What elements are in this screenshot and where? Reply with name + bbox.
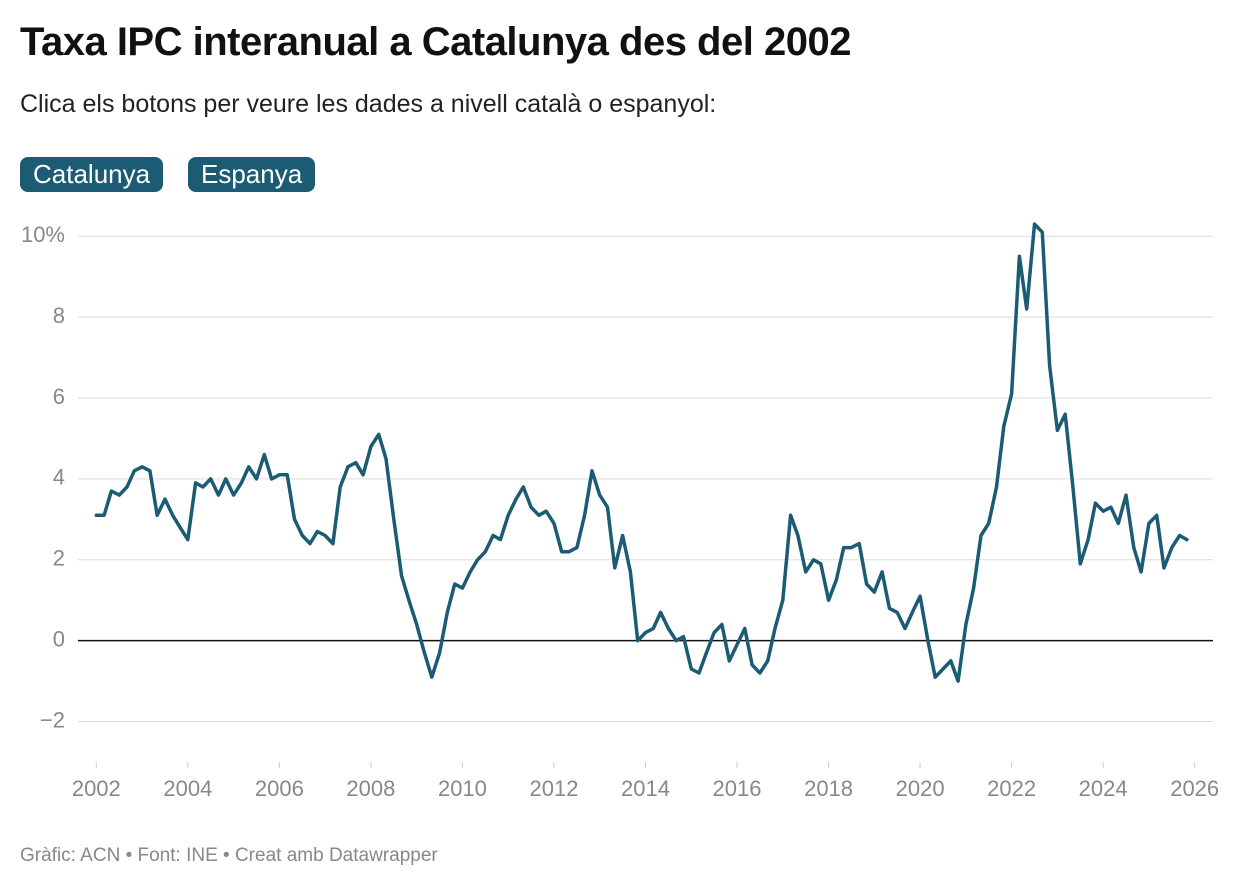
chart-title: Taxa IPC interanual a Catalunya des del … — [20, 20, 851, 64]
x-tick-label: 2012 — [529, 776, 578, 801]
x-tick-label: 2022 — [987, 776, 1036, 801]
y-tick-label: 2 — [53, 546, 65, 571]
region-button[interactable]: Catalunya — [20, 157, 164, 192]
x-tick-label: 2026 — [1170, 776, 1219, 801]
x-tick-label: 2002 — [72, 776, 121, 801]
chart-subtitle: Clica els botons per veure les dades a n… — [20, 90, 717, 118]
y-tick-label: 4 — [53, 465, 65, 490]
data-line — [94, 222, 1189, 683]
y-tick-label: 6 — [53, 384, 65, 409]
source-note: Gràfic: ACN • Font: INE • Creat amb Data… — [20, 845, 438, 866]
x-tick-label: 2010 — [438, 776, 487, 801]
y-tick-label: 8 — [53, 303, 65, 328]
x-tick-label: 2024 — [1079, 776, 1128, 801]
y-tick-label: 10% — [21, 222, 65, 247]
x-tick-label: 2014 — [621, 776, 670, 801]
region-button[interactable]: Espanya — [188, 157, 316, 192]
x-tick-label: 2016 — [713, 776, 762, 801]
y-tick-label: −2 — [40, 707, 65, 732]
x-tick-label: 2020 — [896, 776, 945, 801]
y-tick-label: 0 — [53, 626, 65, 651]
x-tick-label: 2004 — [163, 776, 212, 801]
x-tick-label: 2008 — [346, 776, 395, 801]
x-tick-label: 2018 — [804, 776, 853, 801]
x-tick-label: 2006 — [255, 776, 304, 801]
